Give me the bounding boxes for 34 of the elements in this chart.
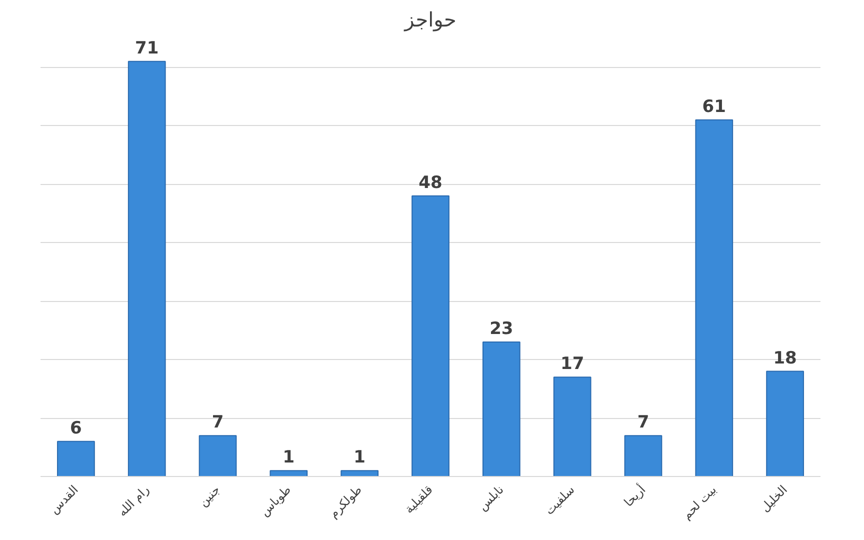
data-label: 17	[560, 354, 584, 374]
data-label: 7	[212, 412, 224, 433]
x-tick-label: رام الله	[115, 482, 152, 520]
bar	[695, 119, 734, 476]
bar	[270, 470, 308, 476]
data-label: 6	[70, 418, 82, 438]
data-label: 61	[702, 96, 726, 117]
bar	[198, 435, 237, 476]
chart-title: حواجز	[404, 8, 456, 32]
x-tick-label: قلقيلية	[402, 482, 436, 516]
data-label: 71	[135, 38, 159, 58]
data-label: 48	[418, 172, 442, 193]
x-tick-label: سلفيت	[542, 482, 578, 518]
bar	[128, 60, 166, 476]
bar	[57, 440, 95, 476]
data-label: 7	[637, 412, 650, 433]
data-label: 23	[490, 319, 514, 340]
x-tick-label: طولكرم	[326, 482, 365, 521]
x-tick-label: بيت لحم	[680, 482, 720, 522]
bar	[553, 376, 592, 476]
data-label: 18	[773, 348, 797, 368]
bar	[624, 435, 662, 476]
x-tick-label: القدس	[46, 482, 81, 516]
bar	[412, 195, 450, 476]
bar	[766, 370, 804, 476]
bar	[482, 342, 520, 476]
x-tick-label: جنين	[196, 482, 223, 510]
data-label: 1	[282, 448, 295, 468]
x-tick-label: الخليل	[758, 482, 790, 515]
x-tick-label: أريحا	[620, 482, 648, 510]
data-label: 1	[354, 448, 366, 468]
x-tick-label: نابلس	[476, 482, 506, 514]
x-tick-label: طوباس	[257, 482, 294, 519]
bar	[340, 470, 379, 476]
